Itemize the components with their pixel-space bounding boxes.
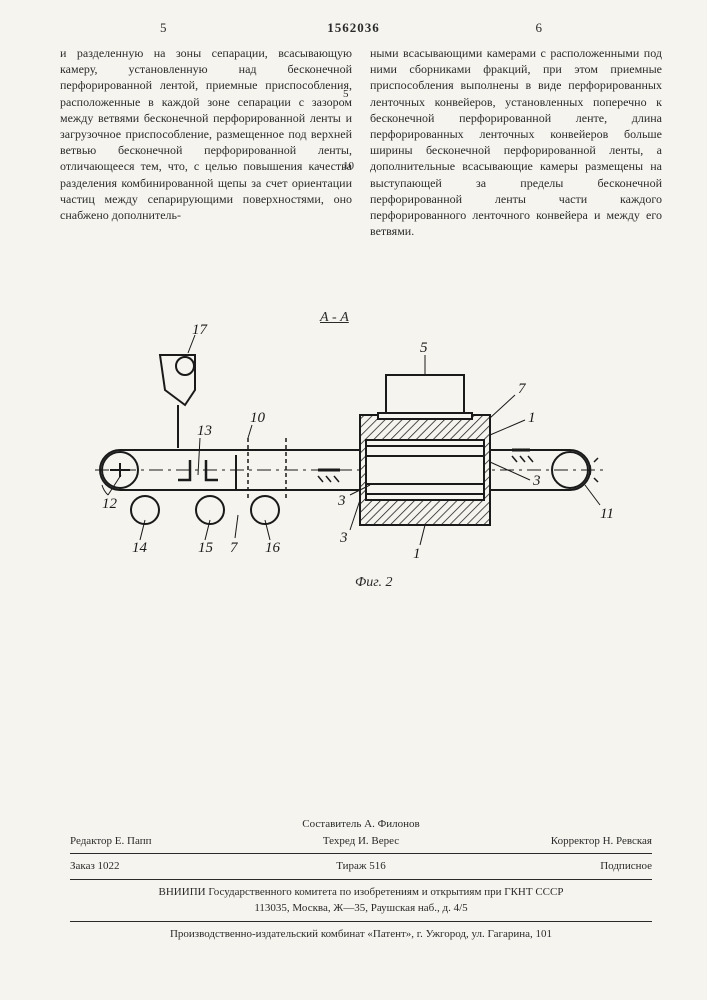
- callout-14: 14: [132, 540, 148, 556]
- text-columns: и разделенную на зоны сепарации, всасыва…: [60, 45, 662, 239]
- callout-3b: 3: [339, 530, 348, 546]
- print-row: Заказ 1022 Тираж 516 Подписное: [70, 858, 652, 875]
- callout-7b: 7: [230, 540, 239, 556]
- callout-5: 5: [420, 340, 428, 356]
- patent-number: 1562036: [327, 20, 380, 36]
- callout-3c: 3: [337, 493, 346, 509]
- org-line-2: 113035, Москва, Ж—35, Раушская наб., д. …: [70, 900, 652, 917]
- section-label: А - А: [320, 310, 349, 326]
- callout-15: 15: [198, 540, 214, 556]
- callout-13: 13: [197, 423, 212, 439]
- divider-2: [70, 879, 652, 880]
- page-number-right: 6: [536, 20, 543, 36]
- callout-7: 7: [518, 381, 527, 397]
- divider-3: [70, 921, 652, 922]
- compiler-line: Составитель А. Филонов: [70, 816, 652, 833]
- org-line-3: Производственно-издательский комбинат «П…: [70, 926, 652, 943]
- editor: Редактор Е. Папп: [70, 833, 264, 850]
- colophon: Составитель А. Филонов Редактор Е. Папп …: [70, 816, 652, 942]
- tirazh: Тираж 516: [264, 858, 458, 875]
- corrector: Корректор Н. Ревская: [458, 833, 652, 850]
- callout-10: 10: [250, 410, 266, 426]
- editor-row: Редактор Е. Папп Техред И. Верес Коррект…: [70, 833, 652, 850]
- callout-16: 16: [265, 540, 281, 556]
- callout-1: 1: [528, 410, 536, 426]
- divider-1: [70, 853, 652, 854]
- callout-11: 11: [600, 506, 614, 522]
- subscription: Подписное: [458, 858, 652, 875]
- callout-3: 3: [532, 473, 541, 489]
- order-number: Заказ 1022: [70, 858, 264, 875]
- org-line-1: ВНИИПИ Государственного комитета по изоб…: [70, 884, 652, 901]
- figure-svg: 17 5 7 1 3 12 13 10 14 15 7 16 3 1 11 3: [60, 320, 640, 600]
- page-number-left: 5: [160, 20, 167, 36]
- figure-2: А - А: [60, 320, 640, 620]
- figure-label: Фиг. 2: [355, 575, 393, 591]
- callout-17: 17: [192, 322, 209, 338]
- callout-12: 12: [102, 496, 118, 512]
- callout-1b: 1: [413, 546, 421, 562]
- left-column: и разделенную на зоны сепарации, всасыва…: [60, 45, 352, 239]
- right-column: ными всасывающими камерами с расположенн…: [370, 45, 662, 239]
- tech-editor: Техред И. Верес: [264, 833, 458, 850]
